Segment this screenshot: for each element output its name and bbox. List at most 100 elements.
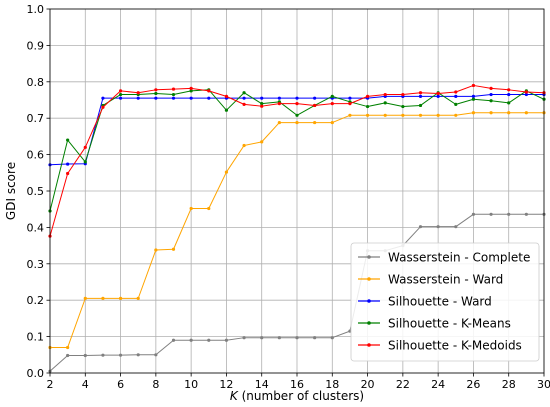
x-tick-label: 2 [47,378,54,391]
data-point [207,338,211,342]
data-point [330,102,334,106]
data-point [489,212,493,216]
y-tick-label: 0.5 [27,185,45,198]
data-point [418,113,423,117]
y-tick-label: 0.0 [27,367,45,380]
series-4 [48,83,546,238]
data-point [401,104,405,109]
data-point [330,336,334,340]
legend-box [350,242,540,362]
x-tick-label: 8 [152,378,159,391]
data-point [436,113,440,117]
data-point [260,140,264,144]
data-point [189,338,193,342]
data-point [136,296,140,300]
data-point [295,102,299,106]
data-point [118,89,123,93]
data-point [401,113,405,117]
data-point [260,102,264,106]
data-point [83,296,87,300]
data-point [454,94,458,98]
data-point [489,92,493,97]
data-point [295,96,299,100]
data-point [295,113,299,117]
data-point [313,336,317,340]
x-tick-label: 30 [537,378,550,391]
legend: Wasserstein - Complete Wasserstein - Ward… [350,242,540,362]
legend-marker [367,343,371,347]
data-point [383,113,387,117]
data-point [471,111,476,115]
data-point [260,96,264,100]
series-2 [48,92,546,167]
data-point [154,96,158,100]
data-point [242,336,246,340]
data-point [418,103,423,108]
data-point [136,96,140,100]
y-tick-label: 0.7 [27,112,45,125]
data-point [207,96,211,100]
data-point [242,96,246,100]
data-point [524,212,528,216]
data-point [171,96,176,100]
data-point [101,353,105,357]
data-point [242,143,246,148]
legend-label: Silhouette - K-Means [388,317,511,331]
data-point [189,89,193,93]
data-point [524,111,528,115]
data-point [436,91,440,96]
data-point [365,94,370,98]
series-1 [48,111,546,350]
data-point [418,94,423,98]
data-point [154,88,158,92]
data-point [260,336,264,340]
data-point [171,338,176,342]
data-point [66,138,70,142]
data-point [454,102,458,106]
data-point [507,88,511,92]
data-point [277,336,281,340]
data-point [136,91,140,95]
data-point [101,296,105,300]
data-point [101,105,105,109]
data-point [330,120,334,125]
data-point [330,94,334,98]
data-point [454,113,458,117]
data-point [118,92,123,97]
data-point [224,108,229,112]
x-tick-label: 4 [82,378,89,391]
data-point [224,170,229,174]
x-axis-label: K (number of clusters) [230,389,364,403]
legend-item: Wasserstein - Ward [358,273,503,287]
data-point [260,104,264,108]
data-point [242,102,246,106]
x-tick-label: 26 [466,378,480,391]
x-tick-label: 16 [290,378,304,391]
data-point [365,113,370,117]
y-axis-label: GDI score [4,162,18,220]
data-point [66,162,70,166]
x-tick-label: 24 [431,378,445,391]
y-tick-label: 0.4 [27,221,45,234]
data-point [348,102,352,106]
data-point [277,102,281,106]
data-point [418,91,423,95]
data-point [454,225,458,229]
legend-marker [367,299,371,303]
x-tick-label: 14 [255,378,269,391]
data-point [489,111,493,115]
data-point [489,99,493,103]
data-point [348,96,352,100]
data-point [83,353,87,358]
y-tick-label: 0.9 [27,39,45,52]
data-point [313,120,317,125]
y-tick-label: 0.3 [27,258,45,271]
data-point [171,247,176,251]
data-point [277,96,281,100]
x-tick-label: 28 [502,378,516,391]
x-tick-label: 10 [184,378,198,391]
data-point [83,145,87,149]
series-layer [48,83,546,373]
x-axis-label-italic: K [230,389,239,403]
data-point [171,87,176,91]
